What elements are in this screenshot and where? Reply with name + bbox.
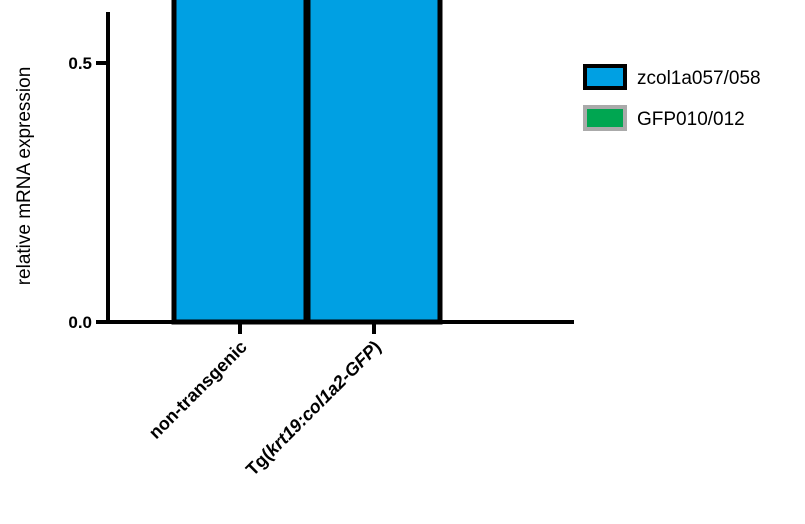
y-tick-label-0: 0.0 (68, 313, 92, 332)
y-axis-title: relative mRNA expression (14, 67, 35, 286)
legend-swatch-0 (583, 64, 627, 90)
legend-swatch-1 (583, 105, 627, 131)
legend-label-1: GFP010/012 (637, 109, 745, 130)
category-label-tg: Tg(krt19:col1a2-GFP) (242, 337, 385, 480)
bar-nt-series-0 (171, 0, 309, 325)
bar-tg-series-0 (305, 0, 443, 325)
legend-label-0: zcol1a057/058 (637, 68, 761, 89)
y-tick-label-1: 0.5 (68, 54, 92, 73)
category-label-part-1: krt19:col1a2-GFP (262, 340, 382, 460)
category-label-nt: non-transgenic (145, 337, 251, 443)
